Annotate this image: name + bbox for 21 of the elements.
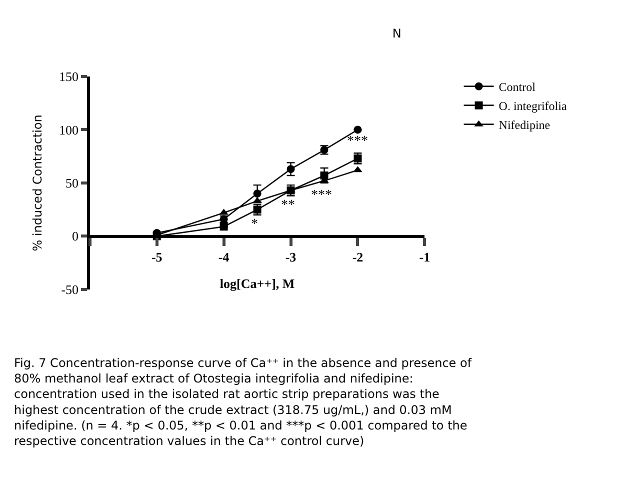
y-tick-label: 0 — [72, 228, 79, 244]
legend-label: Control — [498, 80, 536, 94]
legend-label: O. integrifolia — [498, 99, 568, 113]
x-axis-title: log[Ca++], M — [220, 276, 295, 292]
y-tick-label: 150 — [59, 69, 79, 84]
annotation: *** — [311, 188, 332, 203]
x-tick-label: -4 — [218, 250, 230, 265]
annotation: *** — [347, 134, 368, 149]
x-tick-label: -1 — [419, 250, 430, 265]
y-tick-label: -50 — [61, 282, 79, 297]
chart-title: N — [392, 26, 402, 41]
y-tick-label: 50 — [66, 175, 79, 190]
annotation: ** — [281, 198, 295, 213]
x-tick-label: -5 — [151, 250, 163, 265]
caption: Fig. 7 Concentration-response curve of Ca⁺⁺ in the absence and presence of 80% methanol leaf extract of Otostegia integrifolia and nifedipine: concentration used in the isolated rat aortic strip preparations was the highest concentration of the crude extract (318.75 ug/mL,) and 0.03 mM nifedipine. (n = 4. *p < 0.05, **p < 0.01 and ***p < 0.001 compared to the respective concentration values in the Ca⁺⁺ control curve) — [14, 356, 472, 448]
y-axis-title: % induced Contraction — [30, 114, 44, 252]
legend-label: Nifedipine — [498, 118, 550, 132]
y-tick-label: 100 — [59, 122, 79, 138]
annotation: * — [251, 217, 258, 232]
x-tick-label: -3 — [285, 250, 297, 265]
x-tick-label: -2 — [352, 250, 364, 265]
